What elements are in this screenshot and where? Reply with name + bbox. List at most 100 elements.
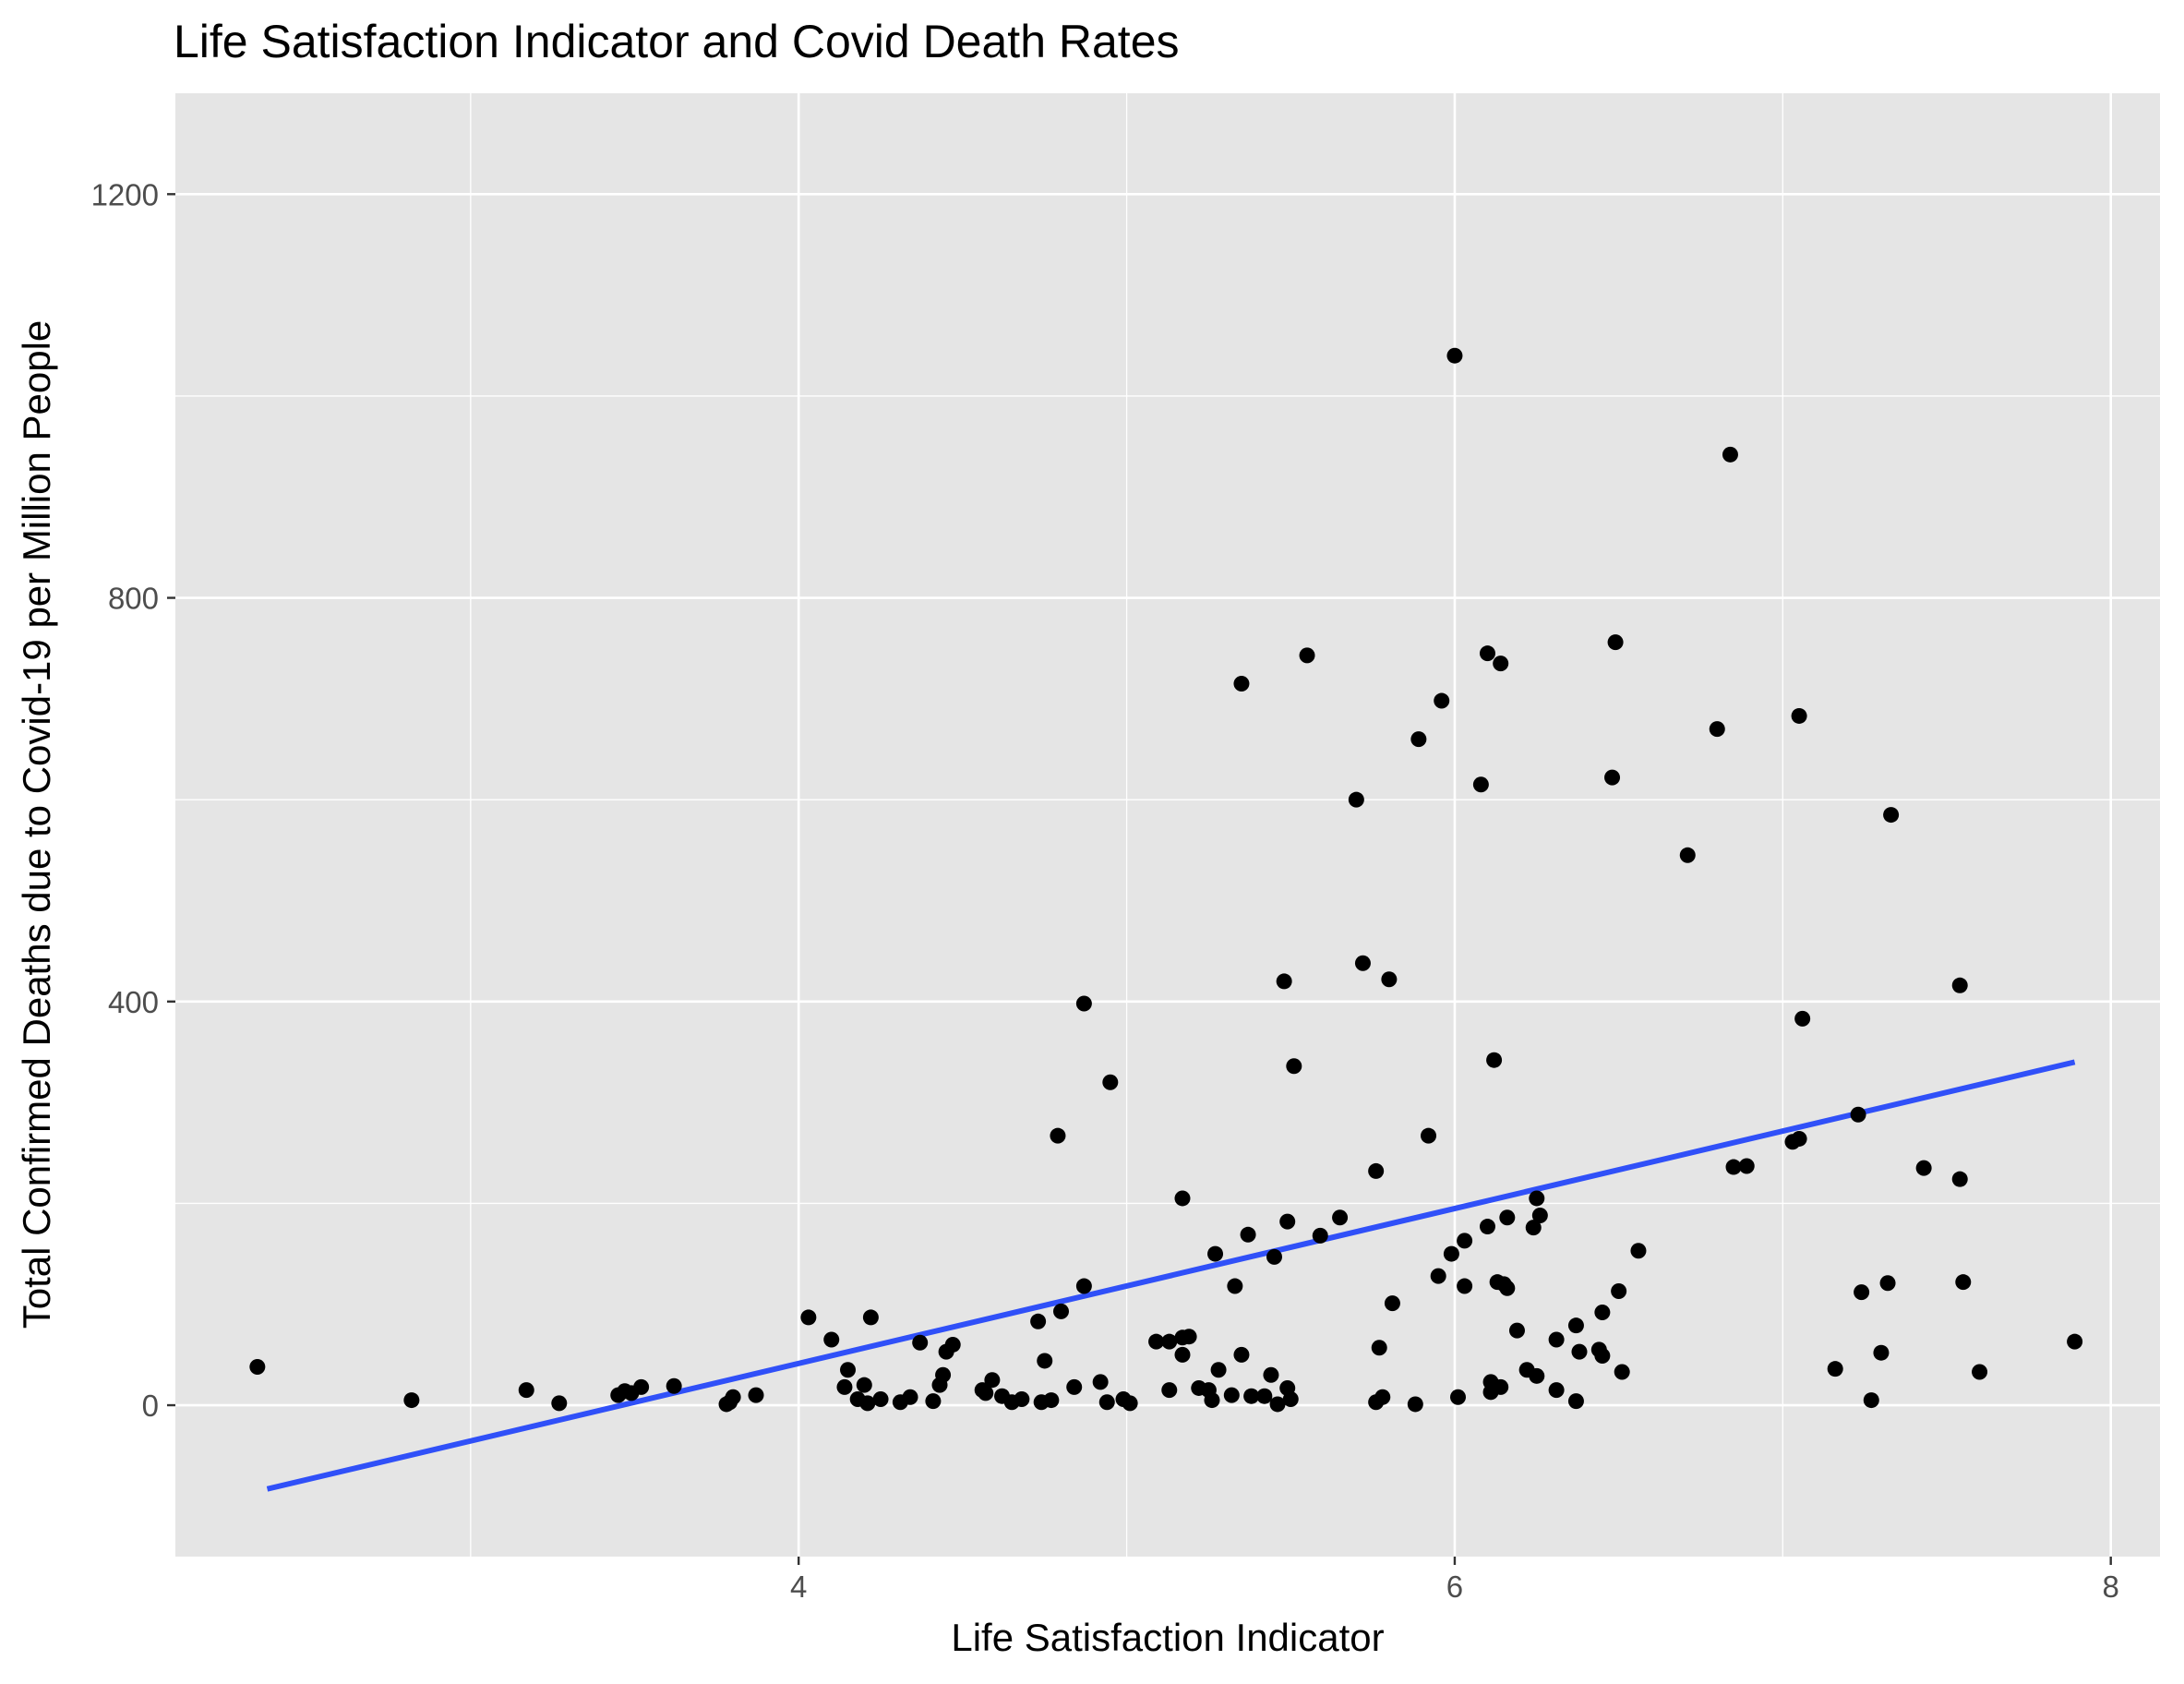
data-point bbox=[1529, 1190, 1545, 1207]
data-point bbox=[1279, 1213, 1296, 1230]
data-point bbox=[800, 1309, 817, 1326]
data-point bbox=[1548, 1331, 1565, 1348]
data-point bbox=[1053, 1303, 1070, 1319]
data-point bbox=[1951, 1171, 1968, 1187]
data-point bbox=[1014, 1390, 1030, 1407]
data-point bbox=[1430, 1268, 1446, 1284]
data-point bbox=[1873, 1344, 1890, 1361]
data-point bbox=[1850, 1106, 1866, 1123]
data-point bbox=[1955, 1274, 1972, 1291]
data-point bbox=[1161, 1382, 1178, 1399]
data-point bbox=[1043, 1392, 1060, 1409]
data-point bbox=[978, 1385, 994, 1401]
data-point bbox=[1722, 446, 1738, 463]
data-point bbox=[1883, 807, 1900, 824]
data-point bbox=[1299, 647, 1315, 664]
data-point bbox=[1092, 1374, 1109, 1390]
data-point bbox=[902, 1389, 918, 1405]
data-point bbox=[1174, 1190, 1191, 1207]
chart-title: Life Satisfaction Indicator and Covid De… bbox=[174, 16, 1180, 67]
data-point bbox=[1709, 721, 1725, 738]
data-point bbox=[518, 1382, 534, 1399]
data-point bbox=[666, 1377, 682, 1394]
data-point bbox=[1879, 1275, 1896, 1292]
data-point bbox=[1181, 1329, 1197, 1345]
data-point bbox=[1263, 1366, 1279, 1383]
data-point bbox=[1443, 1245, 1459, 1262]
data-point bbox=[840, 1362, 857, 1378]
data-point bbox=[1738, 1158, 1755, 1174]
data-point bbox=[1122, 1395, 1138, 1412]
data-point bbox=[551, 1395, 568, 1412]
y-tick-label: 0 bbox=[142, 1389, 159, 1423]
data-point bbox=[1233, 1346, 1250, 1363]
data-point bbox=[249, 1358, 266, 1375]
data-point bbox=[1276, 973, 1292, 990]
regression-line bbox=[266, 1059, 2076, 1492]
data-point bbox=[1548, 1382, 1565, 1399]
data-point bbox=[1204, 1392, 1220, 1409]
x-axis-title: Life Satisfaction Indicator bbox=[951, 1616, 1384, 1659]
data-point bbox=[1030, 1313, 1047, 1329]
data-points bbox=[249, 347, 2083, 1413]
data-point bbox=[1240, 1226, 1256, 1243]
data-point bbox=[1472, 776, 1489, 793]
data-point bbox=[1286, 1058, 1302, 1075]
data-point bbox=[1951, 977, 1968, 993]
plot-panel bbox=[175, 93, 2160, 1557]
data-point bbox=[1037, 1353, 1053, 1369]
y-tick-label: 400 bbox=[108, 985, 159, 1019]
data-point bbox=[1368, 1162, 1385, 1179]
data-point bbox=[1827, 1361, 1843, 1377]
data-point bbox=[1374, 1389, 1391, 1405]
data-point bbox=[1630, 1243, 1647, 1259]
data-point bbox=[1457, 1278, 1473, 1294]
data-point bbox=[1457, 1233, 1473, 1249]
y-tick-label: 1200 bbox=[91, 177, 159, 211]
data-point bbox=[1479, 1219, 1495, 1235]
data-point bbox=[1915, 1160, 1932, 1176]
data-point bbox=[1243, 1388, 1260, 1404]
major-gridlines bbox=[175, 93, 2160, 1557]
data-point bbox=[1791, 707, 1807, 724]
data-point bbox=[1529, 1367, 1545, 1384]
data-point bbox=[1371, 1340, 1387, 1356]
regression-line-group bbox=[266, 1059, 2076, 1492]
data-point bbox=[862, 1309, 879, 1326]
data-point bbox=[1972, 1364, 1988, 1380]
data-point bbox=[1499, 1209, 1516, 1226]
data-point bbox=[1725, 1159, 1742, 1175]
data-point bbox=[1266, 1248, 1282, 1265]
data-point bbox=[1863, 1392, 1879, 1409]
data-point bbox=[1407, 1396, 1423, 1413]
axes: 4 6 8 0 400 800 1200 bbox=[91, 177, 2119, 1604]
data-point bbox=[823, 1331, 840, 1348]
data-point bbox=[1269, 1396, 1286, 1413]
data-point bbox=[1207, 1245, 1224, 1262]
y-axis-title: Total Confirmed Deaths due to Covid-19 p… bbox=[15, 320, 58, 1329]
data-point bbox=[1571, 1343, 1588, 1360]
data-point bbox=[1594, 1304, 1611, 1320]
data-point bbox=[1493, 656, 1509, 672]
data-point bbox=[836, 1378, 853, 1395]
data-point bbox=[1256, 1388, 1273, 1404]
data-point bbox=[1282, 1390, 1299, 1407]
data-point bbox=[1446, 347, 1463, 364]
data-point bbox=[1098, 1394, 1115, 1411]
data-point bbox=[1227, 1278, 1243, 1294]
data-point bbox=[1479, 645, 1495, 662]
data-point bbox=[1332, 1209, 1349, 1226]
data-point bbox=[748, 1387, 764, 1403]
minor-gridlines bbox=[175, 93, 2160, 1557]
data-point bbox=[925, 1393, 942, 1410]
data-point bbox=[1050, 1127, 1066, 1144]
x-tick-label: 4 bbox=[790, 1570, 807, 1604]
data-point bbox=[1066, 1378, 1083, 1395]
data-point bbox=[1607, 634, 1624, 651]
data-point bbox=[1434, 692, 1450, 709]
data-point bbox=[1614, 1364, 1630, 1380]
data-point bbox=[1075, 995, 1092, 1012]
data-point bbox=[725, 1389, 741, 1405]
data-point bbox=[872, 1390, 889, 1407]
